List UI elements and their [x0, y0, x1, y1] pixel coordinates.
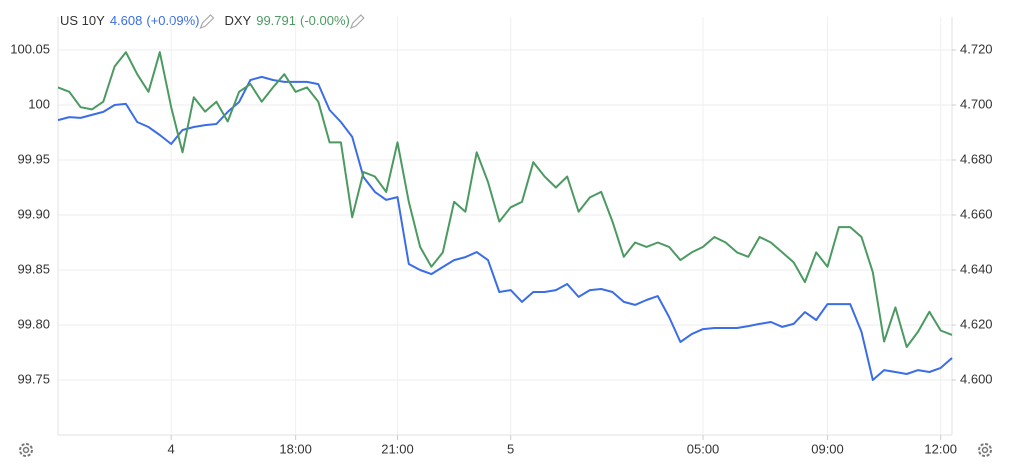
legend-value: 4.608 — [110, 13, 143, 28]
y2-tick-label: 4.620 — [960, 316, 993, 331]
y-tick-label: 100.05 — [10, 41, 50, 56]
x-tick-label: 4 — [168, 441, 175, 456]
y2-tick-label: 4.720 — [960, 41, 993, 56]
x-tick-label: 21:00 — [381, 441, 414, 456]
legend-change: (-0.00%) — [300, 13, 350, 28]
legend-entry: DXY 99.791 (-0.00%) — [224, 13, 349, 28]
y-tick-label: 99.80 — [17, 316, 50, 331]
settings-icon-left[interactable] — [19, 443, 33, 457]
legend-name: US 10Y — [60, 13, 105, 28]
x-tick-label: 5 — [507, 441, 514, 456]
y-tick-label: 99.95 — [17, 151, 50, 166]
legend-name: DXY — [224, 13, 251, 28]
x-tick-label: 05:00 — [687, 441, 720, 456]
y2-tick-label: 4.660 — [960, 206, 993, 221]
y2-tick-label: 4.700 — [960, 96, 993, 111]
x-tick-label: 12:00 — [924, 441, 957, 456]
x-tick-label: 18:00 — [279, 441, 312, 456]
y-tick-label: 99.85 — [17, 261, 50, 276]
y2-tick-label: 4.640 — [960, 261, 993, 276]
y-tick-label: 99.75 — [17, 371, 50, 386]
y-tick-label: 100 — [28, 96, 50, 111]
y2-tick-label: 4.680 — [960, 151, 993, 166]
legend-value: 99.791 — [256, 13, 296, 28]
x-tick-label: 09:00 — [811, 441, 844, 456]
series-line — [57, 75, 953, 381]
y2-tick-label: 4.600 — [960, 371, 993, 386]
legend-change: (+0.09%) — [146, 13, 199, 28]
settings-icon-right[interactable] — [978, 443, 992, 457]
legend-entry: US 10Y 4.608 (+0.09%) — [60, 13, 199, 28]
y-tick-label: 99.90 — [17, 206, 50, 221]
edit-icon[interactable] — [199, 14, 215, 30]
series-line — [57, 51, 953, 348]
legend: US 10Y 4.608 (+0.09%) DXY 99.791 (-0.00%) — [60, 13, 365, 30]
edit-icon[interactable] — [349, 14, 365, 30]
